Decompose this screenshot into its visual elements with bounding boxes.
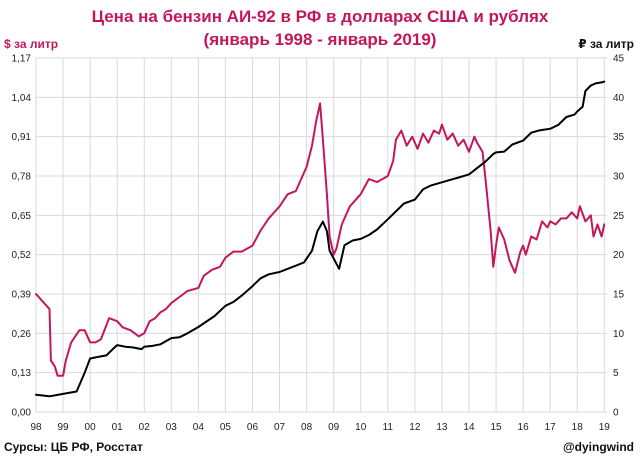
x-tick-label: 10 bbox=[355, 422, 367, 433]
gridlines bbox=[35, 57, 607, 413]
left-tick-label: 0,91 bbox=[12, 132, 32, 143]
x-tick-label: 14 bbox=[463, 422, 475, 433]
series-line-rub bbox=[35, 80, 606, 398]
right-axis-ticks: 0 5 10 15 20 25 30 35 40 45 bbox=[613, 54, 625, 419]
left-tick-label: 0,39 bbox=[12, 290, 32, 301]
x-tick-label: 09 bbox=[328, 422, 340, 433]
x-tick-label: 19 bbox=[599, 422, 611, 433]
x-tick-label: 03 bbox=[166, 422, 178, 433]
x-tick-label: 04 bbox=[193, 422, 205, 433]
right-tick-label: 10 bbox=[613, 329, 625, 340]
chart-title: Цена на бензин АИ-92 в РФ в долларах США… bbox=[92, 7, 549, 26]
x-tick-label: 02 bbox=[139, 422, 151, 433]
x-tick-label: 17 bbox=[545, 422, 557, 433]
series-lines bbox=[35, 80, 606, 398]
left-tick-label: 1,04 bbox=[12, 93, 32, 104]
chart-subtitle: (январь 1998 - январь 2019) bbox=[204, 30, 437, 49]
left-tick-label: 0,65 bbox=[12, 211, 32, 222]
x-tick-label: 07 bbox=[274, 422, 286, 433]
right-tick-label: 0 bbox=[613, 408, 619, 419]
x-tick-label: 16 bbox=[518, 422, 530, 433]
left-tick-label: 0,26 bbox=[12, 329, 32, 340]
right-axis-unit-label: ₽ за литр bbox=[578, 37, 634, 51]
right-tick-label: 20 bbox=[613, 250, 625, 261]
x-tick-label: 06 bbox=[247, 422, 259, 433]
right-tick-label: 35 bbox=[613, 132, 625, 143]
x-tick-label: 08 bbox=[301, 422, 313, 433]
right-tick-label: 5 bbox=[613, 368, 619, 379]
source-note: Сурсы: ЦБ РФ, Росстат bbox=[4, 440, 143, 454]
x-tick-label: 18 bbox=[572, 422, 584, 433]
x-tick-label: 99 bbox=[57, 422, 69, 433]
x-tick-label: 12 bbox=[409, 422, 421, 433]
left-axis-ticks: 0,00 0,13 0,26 0,39 0,52 0,65 0,78 0,91 1,04 1,17 bbox=[12, 54, 32, 419]
x-tick-label: 05 bbox=[220, 422, 232, 433]
series-line-usd bbox=[35, 102, 606, 377]
right-tick-label: 40 bbox=[613, 93, 625, 104]
right-tick-label: 15 bbox=[613, 290, 625, 301]
right-tick-label: 25 bbox=[613, 211, 625, 222]
left-tick-label: 0,00 bbox=[12, 408, 32, 419]
x-tick-label: 15 bbox=[490, 422, 502, 433]
x-tick-label: 11 bbox=[383, 422, 394, 433]
x-tick-label: 13 bbox=[436, 422, 448, 433]
x-axis-ticks: 98 99 00 01 02 03 04 05 06 07 08 09 10 11 12 13 14 15 16 17… bbox=[30, 422, 610, 433]
left-tick-label: 1,17 bbox=[12, 54, 32, 65]
left-tick-label: 0,52 bbox=[12, 250, 32, 261]
left-axis-unit-label: $ за литр bbox=[4, 37, 58, 51]
left-tick-label: 0,13 bbox=[12, 368, 32, 379]
right-tick-label: 30 bbox=[613, 172, 625, 183]
x-tick-label: 98 bbox=[30, 422, 42, 433]
author-credit: @dyingwind bbox=[563, 440, 634, 454]
left-tick-label: 0,78 bbox=[12, 172, 32, 183]
right-tick-label: 45 bbox=[613, 54, 625, 65]
x-tick-label: 00 bbox=[85, 422, 97, 433]
x-tick-label: 01 bbox=[112, 422, 124, 433]
